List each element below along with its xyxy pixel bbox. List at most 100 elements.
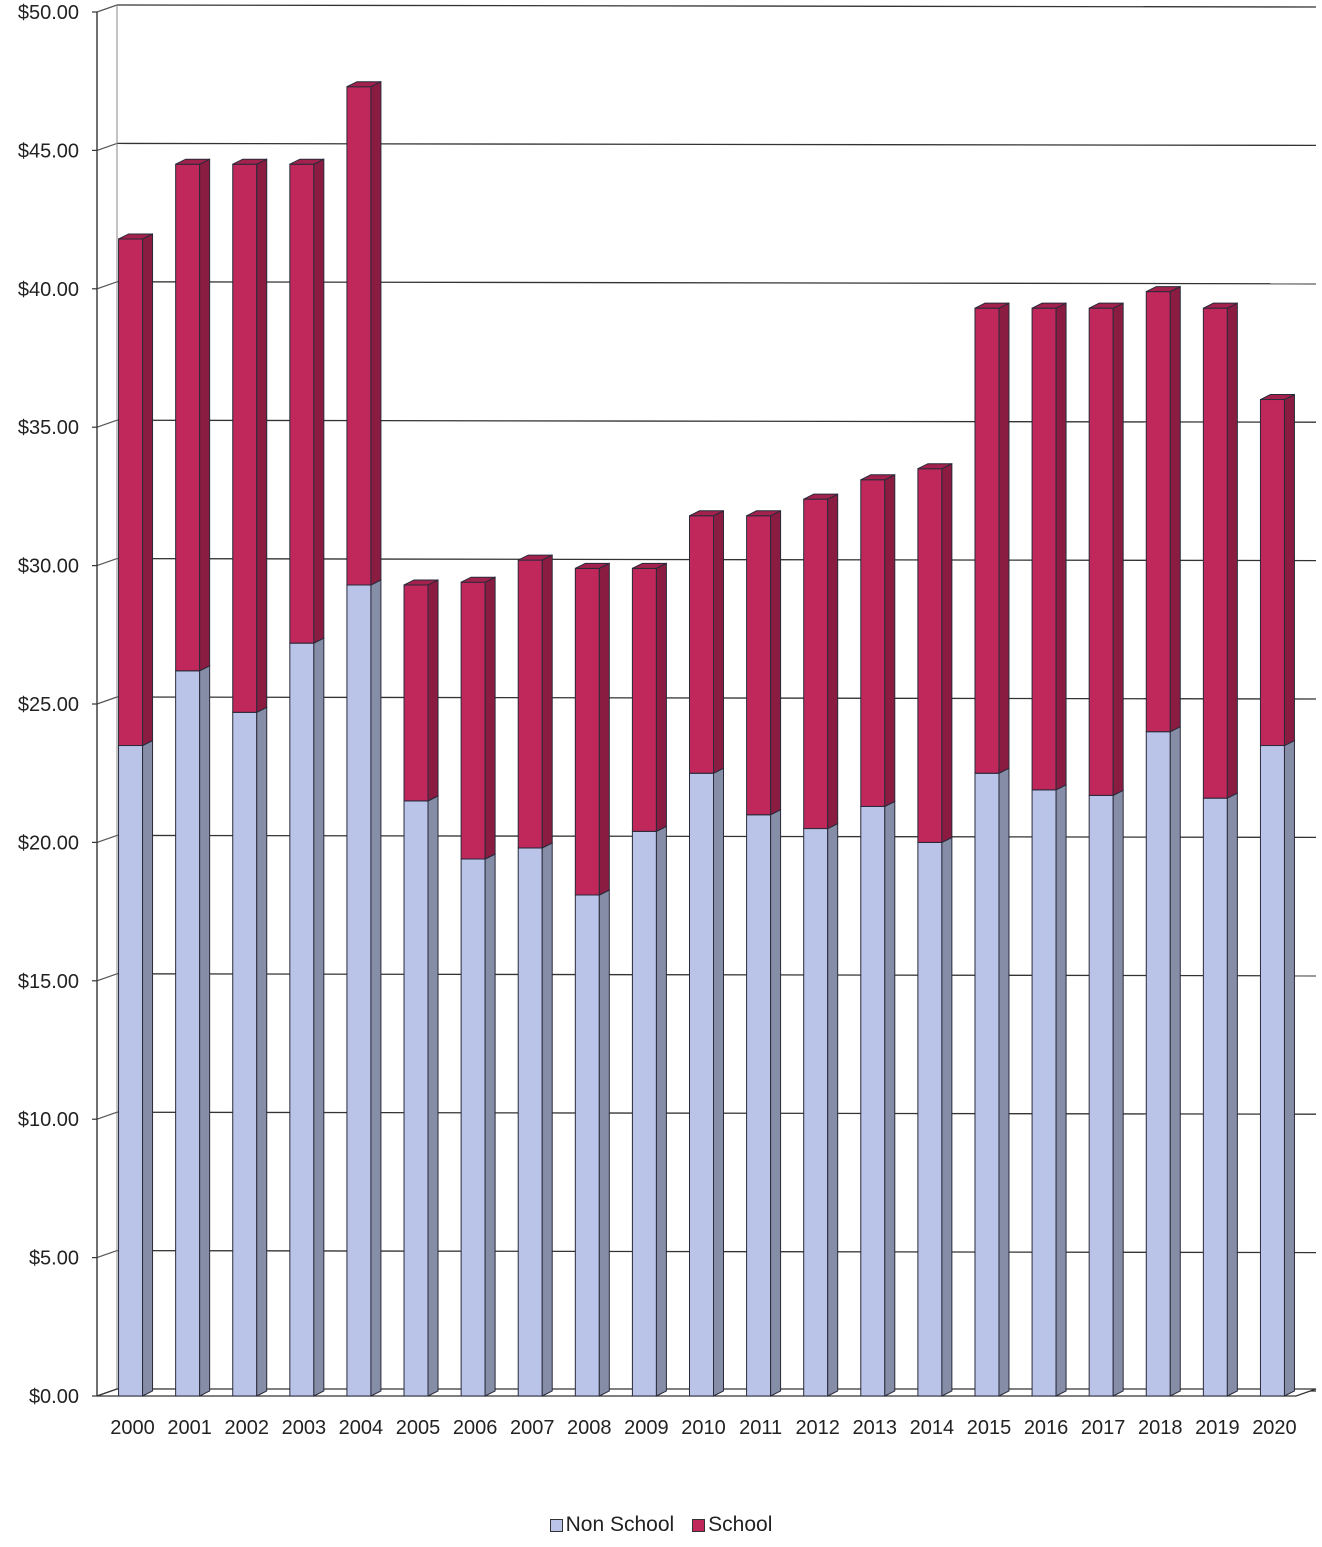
bar-side <box>142 739 154 1397</box>
bar-front <box>460 858 486 1397</box>
bar-side <box>770 808 782 1397</box>
bar-front <box>631 830 657 1397</box>
bar-front <box>118 238 144 747</box>
bar-front <box>403 584 429 802</box>
bar-front <box>1145 731 1171 1397</box>
bar-front <box>517 559 543 849</box>
y-tick-label: $0.00 <box>29 1386 79 1408</box>
bar-top <box>289 158 325 165</box>
bar-side <box>142 233 154 747</box>
legend-label-school: School <box>708 1513 773 1536</box>
bar-school-2003 <box>289 158 325 644</box>
bar-side <box>598 889 610 1397</box>
bar-front <box>460 581 486 860</box>
bar-front <box>232 711 258 1397</box>
bar-side <box>1169 285 1181 733</box>
gridline-depth <box>96 142 118 151</box>
bar-side <box>1112 789 1124 1397</box>
bar-side <box>598 562 610 896</box>
bar-side <box>484 853 496 1397</box>
x-tick-label: 2002 <box>224 1417 269 1439</box>
bar-school-2010 <box>689 509 724 775</box>
bar-front <box>631 567 657 832</box>
bar-non-school-2007 <box>517 842 553 1397</box>
bar-top <box>517 554 553 561</box>
legend-swatch-school <box>692 1518 706 1532</box>
bar-top <box>118 233 153 240</box>
x-tick-label: 2015 <box>967 1417 1012 1439</box>
bar-non-school-2013 <box>860 800 896 1397</box>
bar-non-school-2011 <box>746 808 782 1397</box>
bar-side <box>941 462 953 844</box>
gridline-depth <box>96 973 118 982</box>
x-tick-label: 2014 <box>910 1417 955 1439</box>
bar-top <box>1146 286 1181 293</box>
x-tick-label: 2003 <box>282 1417 327 1439</box>
bar-side <box>884 473 896 808</box>
x-tick-label: 2005 <box>396 1417 441 1439</box>
bar-non-school-2020 <box>1259 739 1295 1397</box>
x-tick-label: 2010 <box>681 1417 726 1439</box>
legend: Non School School <box>0 1513 1322 1537</box>
y-tick-label: $35.00 <box>18 417 79 439</box>
legend-swatch-non-school <box>549 1518 563 1532</box>
gridline-depth <box>96 1111 118 1120</box>
bar-non-school-2009 <box>631 825 667 1397</box>
bar-non-school-2016 <box>1031 783 1067 1397</box>
bar-front <box>1259 745 1285 1397</box>
bar-front <box>175 163 201 672</box>
x-tick-label: 2018 <box>1138 1417 1183 1439</box>
gridline-depth <box>96 419 118 428</box>
bar-school-2009 <box>631 562 667 833</box>
bar-top <box>746 510 781 517</box>
x-tick-label: 2000 <box>110 1417 155 1439</box>
y-tick-label: $10.00 <box>18 1109 79 1131</box>
bar-top <box>803 493 838 500</box>
bar-side <box>713 509 724 775</box>
bar-top <box>1260 394 1295 401</box>
bar-side <box>1055 302 1067 791</box>
bar-non-school-2005 <box>403 795 439 1397</box>
bar-front <box>974 307 1000 774</box>
bar-side <box>313 158 325 644</box>
bar-front <box>1145 291 1171 733</box>
bar-non-school-2019 <box>1202 792 1238 1397</box>
bar-front <box>1088 794 1114 1397</box>
gridline-depth <box>96 1250 118 1259</box>
bar-side <box>1169 725 1181 1397</box>
bar-front <box>689 515 714 774</box>
bar-front <box>403 800 429 1397</box>
x-tick-label: 2017 <box>1081 1417 1126 1439</box>
bar-top <box>974 302 1010 309</box>
bar-school-2006 <box>460 576 496 860</box>
axes <box>92 5 1317 1397</box>
bar-side <box>427 579 439 802</box>
bar-side <box>370 579 382 1397</box>
bar-front <box>175 670 201 1397</box>
bar-school-2000 <box>118 233 154 747</box>
y-tick-label: $25.00 <box>18 694 79 716</box>
bar-front <box>746 515 772 816</box>
bar-front <box>574 894 600 1397</box>
bar-front <box>1202 307 1228 799</box>
stacked-bar-chart: $0.00 $5.00 $10.00 $15.00 $20.00 $25.00 $30.00… <box>18 2 1317 1439</box>
bar-non-school-2006 <box>460 853 496 1397</box>
bar-side <box>998 302 1010 775</box>
gridline-depth <box>96 558 118 567</box>
bar-front <box>574 567 600 896</box>
x-tick-label: 2012 <box>795 1417 840 1439</box>
bar-side <box>313 637 325 1397</box>
y-tick-label: $40.00 <box>18 279 79 301</box>
x-tick-label: 2011 <box>739 1417 782 1439</box>
bar-side <box>1112 302 1124 797</box>
bar-school-2012 <box>803 493 839 830</box>
bar-school-2018 <box>1145 285 1181 733</box>
x-tick-label: 2004 <box>339 1417 384 1439</box>
bar-school-2007 <box>517 554 553 849</box>
bar-school-2001 <box>175 158 211 672</box>
gridline-depth <box>96 696 118 705</box>
bar-school-2015 <box>974 302 1010 775</box>
legend-item-school: School <box>692 1513 772 1537</box>
bar-school-2019 <box>1202 302 1238 799</box>
bar-school-2013 <box>860 473 896 808</box>
